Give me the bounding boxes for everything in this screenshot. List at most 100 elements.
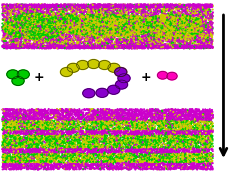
Point (33, 165, 37, 168)
Point (45, 161, 49, 164)
Point (66, 24, 70, 27)
Point (16, 6, 20, 8)
Point (114, 8, 118, 11)
Point (30, 3, 33, 6)
Point (71, 165, 75, 168)
Point (199, 11, 203, 14)
Point (87, 31, 91, 34)
Point (50, 148, 53, 151)
Point (47, 33, 51, 36)
Point (20, 33, 24, 36)
Point (110, 22, 113, 25)
Point (87, 24, 91, 26)
Point (92, 124, 95, 126)
Point (196, 29, 199, 32)
Point (55, 3, 59, 6)
Point (175, 45, 179, 48)
Point (141, 40, 145, 43)
Point (44, 23, 47, 26)
Point (73, 113, 77, 116)
Point (88, 36, 92, 38)
Point (138, 145, 142, 148)
Point (126, 32, 130, 35)
Point (187, 4, 191, 6)
Point (31, 47, 35, 50)
Point (188, 21, 192, 24)
Point (56, 31, 59, 33)
Point (192, 148, 195, 151)
Point (17, 120, 20, 123)
Point (20, 8, 24, 11)
Point (89, 136, 93, 139)
Point (132, 133, 136, 135)
Point (138, 139, 142, 141)
Point (137, 29, 141, 32)
Point (145, 137, 149, 140)
Point (27, 141, 31, 144)
Point (134, 46, 137, 49)
Point (23, 35, 27, 38)
Point (124, 122, 128, 125)
Point (7, 40, 11, 43)
Point (51, 132, 55, 135)
Point (130, 162, 134, 165)
Point (109, 15, 112, 18)
Point (12, 153, 16, 155)
Point (77, 166, 81, 169)
Point (1, 163, 5, 166)
Point (129, 166, 133, 169)
Point (159, 44, 163, 47)
Point (169, 7, 173, 10)
Point (130, 23, 134, 26)
Point (138, 3, 142, 6)
Point (190, 10, 194, 13)
Point (123, 25, 127, 28)
Point (181, 23, 185, 25)
Point (48, 130, 52, 133)
Point (113, 160, 117, 162)
Point (24, 24, 28, 26)
Point (113, 26, 117, 29)
Point (118, 24, 122, 27)
Point (183, 111, 186, 113)
Point (209, 114, 213, 117)
Point (123, 38, 127, 41)
Point (200, 21, 204, 24)
Point (126, 34, 130, 37)
Point (201, 45, 204, 48)
Point (64, 22, 68, 24)
Point (66, 21, 70, 24)
Point (116, 117, 120, 120)
Point (131, 8, 135, 11)
Point (8, 168, 12, 171)
Point (89, 22, 93, 25)
Point (154, 110, 157, 113)
Point (183, 151, 187, 154)
Point (156, 108, 160, 111)
Point (13, 3, 17, 6)
Point (175, 28, 179, 31)
Point (132, 143, 136, 146)
Point (73, 6, 77, 8)
Point (104, 20, 108, 22)
Point (108, 137, 112, 140)
Point (130, 20, 134, 23)
Point (14, 137, 18, 140)
Point (172, 151, 176, 154)
Point (48, 131, 51, 134)
Point (175, 6, 179, 8)
Point (157, 126, 161, 129)
Point (76, 6, 80, 8)
Point (208, 8, 211, 11)
Point (159, 22, 163, 25)
Point (91, 30, 95, 33)
Point (157, 38, 160, 40)
Point (201, 37, 204, 40)
Point (108, 133, 112, 136)
Point (169, 15, 173, 17)
Point (177, 156, 181, 159)
Point (79, 138, 83, 141)
Point (79, 11, 83, 14)
Point (100, 45, 104, 48)
Point (109, 15, 113, 18)
